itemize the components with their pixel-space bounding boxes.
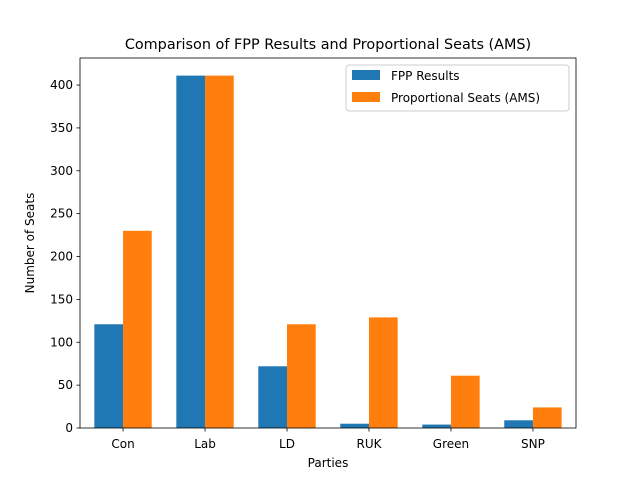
legend-swatch-fpp (352, 70, 380, 80)
bar-ams-green (450, 375, 480, 428)
x-tick-label: SNP (521, 437, 545, 451)
y-tick-label: 0 (65, 421, 73, 435)
bar-fpp-green (422, 424, 451, 428)
bar-ams-ruk (368, 317, 398, 428)
y-tick-label: 100 (50, 335, 73, 349)
legend: FPP Results Proportional Seats (AMS) (345, 64, 570, 112)
legend-label-fpp: FPP Results (391, 69, 460, 83)
bar-ams-snp (532, 407, 562, 428)
y-tick-label: 300 (50, 164, 73, 178)
y-axis: 0 50 100 150 200 250 300 350 400 (50, 78, 80, 435)
legend-frame (345, 64, 570, 112)
x-tick-label: Con (111, 437, 134, 451)
bar-fpp-ruk (340, 423, 369, 428)
x-tick-label: Green (433, 437, 469, 451)
x-axis-label: Parties (308, 456, 349, 470)
y-tick-label: 350 (50, 121, 73, 135)
y-axis-label: Number of Seats (23, 193, 37, 294)
bar-fpp-snp (504, 420, 533, 428)
x-tick-label: Lab (194, 437, 216, 451)
bar-ams-ld (287, 324, 316, 428)
plot-area (94, 75, 562, 428)
x-tick-label: LD (279, 437, 295, 451)
bar-fpp-ld (258, 366, 288, 428)
y-tick-label: 250 (50, 207, 73, 221)
bar-fpp-con (94, 324, 124, 428)
bar-ams-lab (205, 75, 234, 428)
legend-label-ams: Proportional Seats (AMS) (391, 91, 540, 105)
bar-fpp-lab (176, 75, 206, 428)
chart-title: Comparison of FPP Results and Proportion… (125, 37, 531, 53)
y-tick-label: 400 (50, 78, 73, 92)
bar-ams-con (123, 230, 152, 428)
y-tick-label: 150 (50, 292, 73, 306)
legend-swatch-ams (352, 92, 380, 102)
plot-frame (79, 57, 577, 429)
x-axis: Con Lab LD RUK Green SNP (111, 428, 545, 451)
y-tick-label: 50 (58, 378, 73, 392)
y-tick-label: 200 (50, 250, 73, 264)
x-tick-label: RUK (356, 437, 382, 451)
